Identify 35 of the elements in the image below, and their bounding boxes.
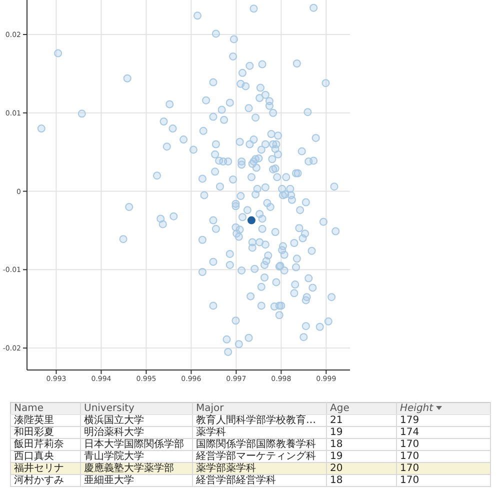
text: 経営学部経営学科 bbox=[192, 474, 326, 486]
text: 19 bbox=[326, 450, 396, 462]
text: 18 bbox=[326, 438, 396, 450]
text: 亜細亜大学 bbox=[80, 474, 192, 486]
text: 明治薬科大学 bbox=[80, 426, 192, 438]
text: 170 bbox=[396, 462, 490, 474]
text: 河村かすみ bbox=[10, 474, 80, 486]
text: 20 bbox=[326, 462, 396, 474]
text: Age bbox=[326, 402, 396, 414]
text: Height bbox=[396, 402, 490, 414]
text: 和田彩夏 bbox=[10, 426, 80, 438]
text: 日本大学国際関係学部 bbox=[80, 438, 192, 450]
text: 薬学科 bbox=[192, 426, 326, 438]
text: 横浜国立大学 bbox=[80, 414, 192, 426]
text: 飯田芹莉奈 bbox=[10, 438, 80, 450]
text: 慶應義塾大学薬学部 bbox=[80, 462, 192, 474]
text: 18 bbox=[326, 474, 396, 486]
text: 西口真央 bbox=[10, 450, 80, 462]
text: 179 bbox=[396, 414, 490, 426]
text: University bbox=[80, 402, 192, 414]
text: 福井セリナ bbox=[10, 462, 80, 474]
text: Major bbox=[192, 402, 326, 414]
text: 21 bbox=[326, 414, 396, 426]
text: 19 bbox=[326, 426, 396, 438]
text: 170 bbox=[396, 438, 490, 450]
text: 国際関係学部国際教養学科 bbox=[192, 438, 326, 450]
text: 170 bbox=[396, 450, 490, 462]
text: Name bbox=[10, 402, 80, 414]
text: 薬学部薬学科 bbox=[192, 462, 326, 474]
text: 教育人間科学部学校教育… bbox=[192, 414, 326, 426]
text: 青山学院大学 bbox=[80, 450, 192, 462]
text: 170 bbox=[396, 474, 490, 486]
text: 経営学部マーケティング科 bbox=[192, 450, 326, 462]
text: 湊陛英里 bbox=[10, 414, 80, 426]
text: 174 bbox=[396, 426, 490, 438]
